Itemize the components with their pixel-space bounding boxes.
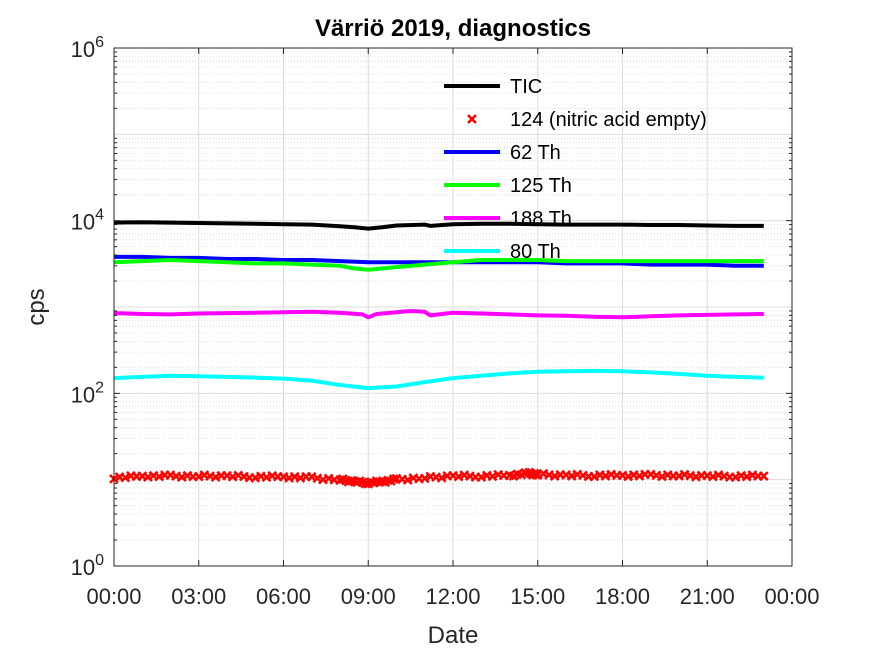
series-layer: [109, 220, 769, 489]
x-axis-label: Date: [428, 622, 479, 649]
legend-item-80-th: 80 Th: [444, 241, 561, 263]
x-tick-label: 09:00: [341, 584, 396, 609]
y-tick-label: 104: [71, 207, 104, 235]
x-tick-label: 18:00: [595, 584, 650, 609]
series-125-th: [113, 258, 764, 272]
series-line: [113, 220, 764, 231]
y-tick-label: 100: [71, 552, 104, 580]
series-80-th: [113, 368, 764, 391]
x-tick-label: 12:00: [425, 584, 480, 609]
series-line: [113, 309, 764, 320]
series-line: [113, 258, 764, 272]
legend: TIC 124 (nitric acid empty) 62 Th 125 Th 188…: [444, 76, 707, 263]
legend-item-188-th: 188 Th: [444, 208, 572, 230]
legend-item-62-th: 62 Th: [444, 142, 561, 164]
y-axis-ticks: 100 102 104 106: [71, 34, 792, 580]
x-tick-label: 00:00: [764, 584, 819, 609]
series-124-nitric-acid-empty: [109, 467, 769, 489]
legend-label: 62 Th: [510, 142, 561, 164]
x-axis-ticks: 00:00 03:00 06:00 09:00 12:00 15:00 18:00 21:00…: [86, 48, 820, 609]
x-tick-label: 06:00: [256, 584, 311, 609]
x-tick-label: 00:00: [86, 584, 141, 609]
data-point: [388, 474, 399, 484]
legend-item-124-nitric-acid-empty: 124 (nitric acid empty): [467, 109, 707, 131]
y-tick-label: 102: [71, 379, 104, 407]
series-tic: [113, 220, 764, 231]
series-188-th: [113, 309, 764, 320]
legend-label: TIC: [510, 76, 542, 98]
legend-swatch: [467, 114, 477, 124]
series-line: [113, 368, 764, 391]
data-point: [758, 471, 769, 481]
legend-label: 80 Th: [510, 241, 561, 263]
chart-title: Värriö 2019, diagnostics: [315, 15, 591, 42]
x-tick-label: 15:00: [510, 584, 565, 609]
x-tick-label: 21:00: [680, 584, 735, 609]
legend-label: 124 (nitric acid empty): [510, 109, 707, 131]
legend-label: 188 Th: [510, 208, 572, 230]
legend-item-125-th: 125 Th: [444, 175, 572, 197]
x-tick-label: 03:00: [171, 584, 226, 609]
legend-label: 125 Th: [510, 175, 572, 197]
y-axis-label: cps: [23, 288, 50, 325]
y-tick-label: 106: [71, 34, 104, 62]
legend-item-tic: TIC: [444, 76, 542, 98]
